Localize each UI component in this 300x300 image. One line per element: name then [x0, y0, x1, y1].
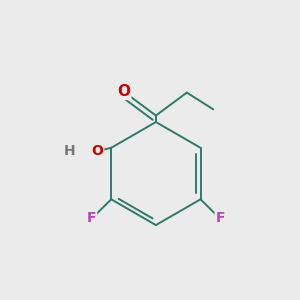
Text: O: O — [91, 145, 103, 158]
Text: H: H — [63, 144, 75, 158]
Text: F: F — [86, 211, 96, 225]
Text: O: O — [117, 84, 130, 99]
Text: F: F — [216, 211, 225, 225]
